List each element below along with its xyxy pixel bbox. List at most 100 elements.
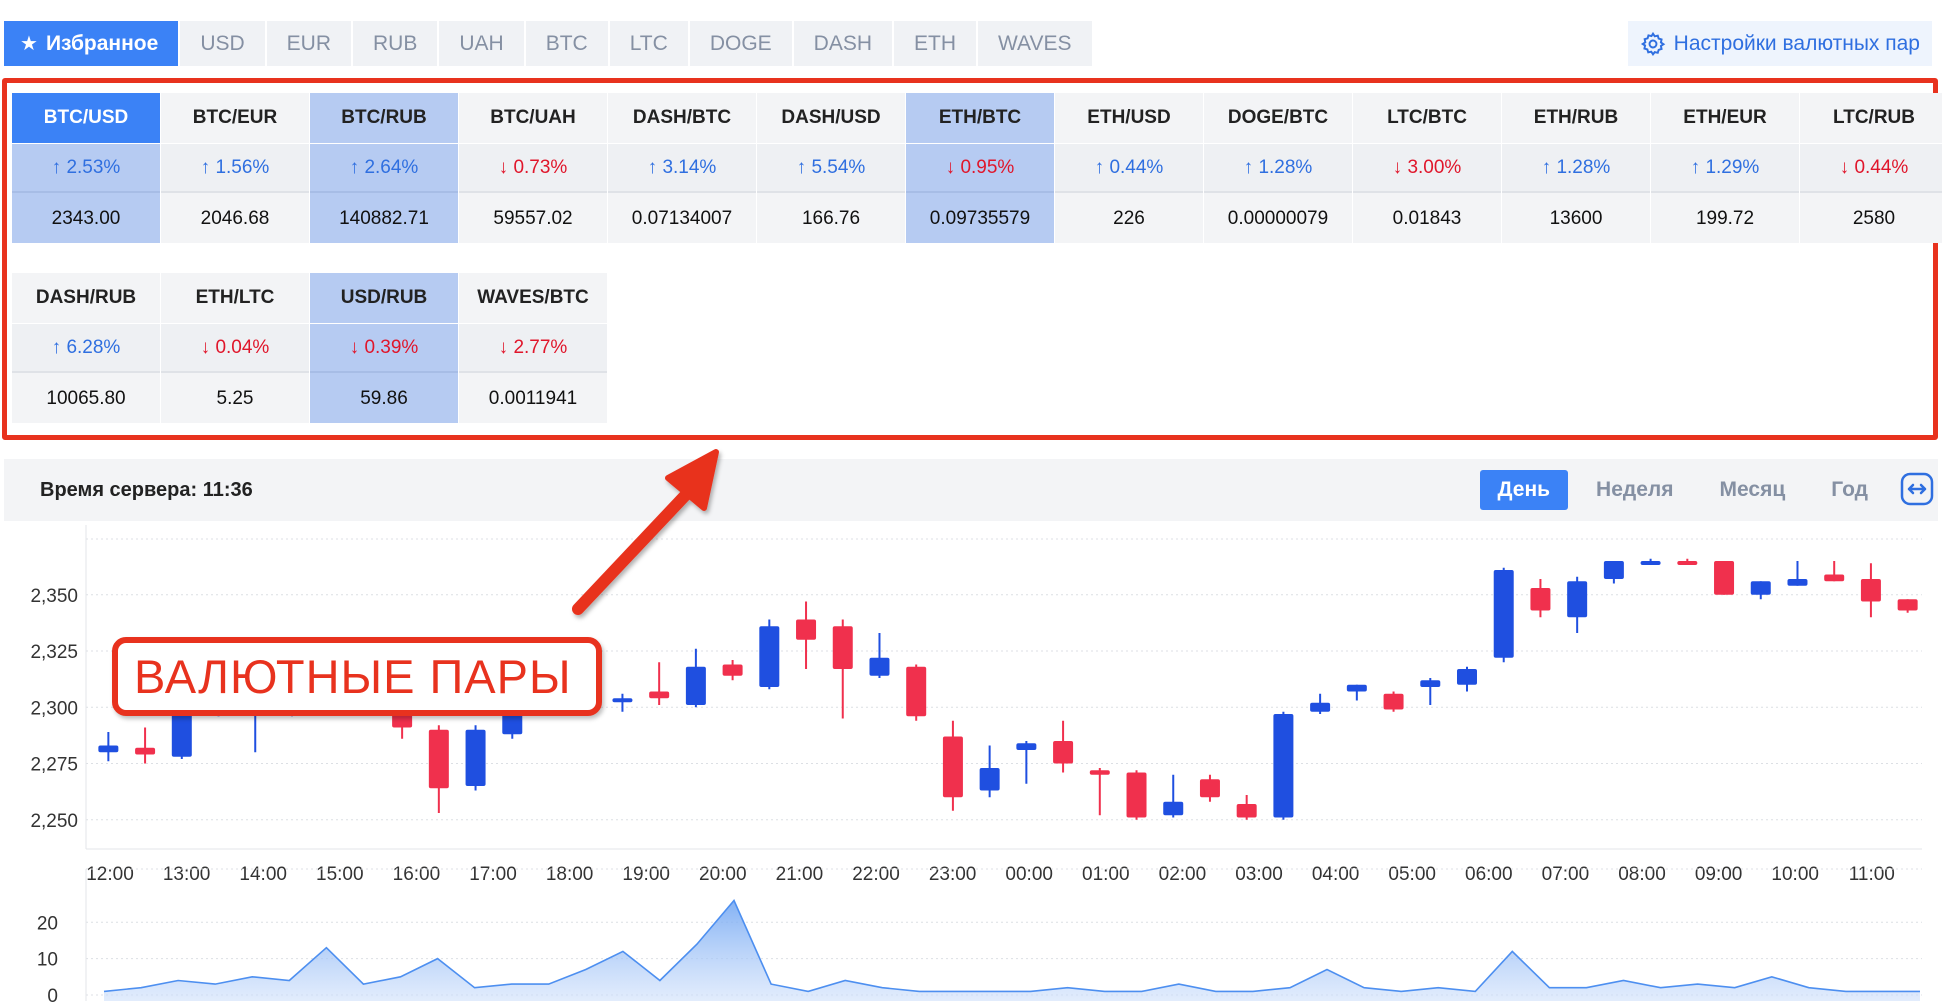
pair-card[interactable]: LTC/RUB ↓ 0.44% 2580 — [1800, 93, 1942, 243]
tab-eth[interactable]: ETH — [894, 21, 979, 66]
server-time: Время сервера: 11:36 — [40, 479, 253, 501]
pair-card[interactable]: BTC/RUB ↑ 2.64% 140882.71 — [310, 93, 458, 243]
period-tabs: День Неделя Месяц Год — [1479, 470, 1886, 510]
pair-price: 0.09735579 — [906, 191, 1054, 243]
period-month[interactable]: Месяц — [1719, 478, 1786, 501]
arrow-down-icon: ↓ — [200, 337, 211, 358]
arrow-up-icon: ↑ — [1243, 157, 1254, 178]
period-year[interactable]: Год — [1831, 478, 1868, 501]
expand-icon[interactable] — [1900, 472, 1934, 506]
y-tick-label: 2,350 — [30, 586, 78, 607]
y-tick-label: 2,275 — [30, 755, 78, 776]
pair-price: 2046.68 — [161, 191, 309, 243]
candle-body — [832, 626, 853, 669]
candle-body — [906, 666, 927, 717]
arrow-up-icon: ↑ — [1541, 157, 1552, 178]
star-icon: ★ — [20, 33, 38, 55]
pair-card[interactable]: DASH/BTC ↑ 3.14% 0.07134007 — [608, 93, 756, 243]
arrow-down-icon: ↓ — [1839, 157, 1850, 178]
candle-body — [1603, 561, 1624, 579]
candle-body — [685, 666, 706, 705]
pair-settings-button[interactable]: Настройки валютных пар — [1627, 21, 1932, 66]
tab-btc[interactable]: BTC — [525, 21, 610, 66]
pair-name: BTC/UAH — [459, 93, 607, 143]
pair-change: ↑ 2.64% — [310, 143, 458, 191]
arrow-down-icon: ↓ — [498, 157, 509, 178]
pair-card[interactable]: BTC/USD ↑ 2.53% 2343.00 — [12, 93, 160, 243]
y-tick-label: 2,325 — [30, 642, 78, 663]
pair-card[interactable]: ETH/USD ↑ 0.44% 226 — [1055, 93, 1203, 243]
pair-card[interactable]: LTC/BTC ↓ 3.00% 0.01843 — [1353, 93, 1501, 243]
pair-change-value: 1.56% — [215, 157, 270, 178]
pair-card[interactable]: ETH/RUB ↑ 1.28% 13600 — [1502, 93, 1650, 243]
pair-name: BTC/RUB — [310, 93, 458, 143]
arrow-up-icon: ↑ — [796, 157, 807, 178]
tab-eur[interactable]: EUR — [266, 21, 353, 66]
pair-name: WAVES/BTC — [459, 273, 607, 323]
currency-pairs-callout: ВАЛЮТНЫЕ ПАРЫ — [112, 637, 602, 716]
tab-uah[interactable]: UAH — [439, 21, 526, 66]
candle-body — [759, 626, 780, 687]
currency-tabs: ★ Избранное USD EUR RUB UAH BTC LTC DOGE … — [4, 21, 1094, 66]
candle-body — [1236, 804, 1257, 818]
period-week[interactable]: Неделя — [1596, 478, 1674, 501]
arrow-up-icon: ↑ — [647, 157, 658, 178]
pair-price: 199.72 — [1651, 191, 1799, 243]
pair-price: 10065.80 — [12, 371, 160, 423]
x-tick-label: 02:00 — [1159, 864, 1207, 885]
candle-body — [796, 619, 817, 640]
arrow-up-icon: ↑ — [349, 157, 360, 178]
currency-pairs-grid: BTC/USD ↑ 2.53% 2343.00 BTC/EUR ↑ 1.56% 2046.… — [12, 93, 1942, 423]
pair-name: DASH/USD — [757, 93, 905, 143]
candle-body — [1089, 770, 1110, 775]
pair-card[interactable]: ETH/LTC ↓ 0.04% 5.25 — [161, 273, 309, 423]
pair-change: ↑ 1.28% — [1204, 143, 1352, 191]
pair-name: USD/RUB — [310, 273, 458, 323]
pair-change: ↑ 1.29% — [1651, 143, 1799, 191]
period-day[interactable]: День — [1479, 470, 1569, 510]
pair-change-value: 3.00% — [1407, 157, 1462, 178]
pair-price: 13600 — [1502, 191, 1650, 243]
pair-change-value: 0.04% — [215, 337, 270, 358]
pair-name: ETH/EUR — [1651, 93, 1799, 143]
pair-name: LTC/RUB — [1800, 93, 1942, 143]
y-tick-label: 2,300 — [30, 698, 78, 719]
volume-tick-label: 20 — [37, 913, 58, 934]
tab-waves[interactable]: WAVES — [978, 21, 1094, 66]
pair-card[interactable]: ETH/BTC ↓ 0.95% 0.09735579 — [906, 93, 1054, 243]
x-tick-label: 01:00 — [1082, 864, 1130, 885]
pair-card[interactable]: BTC/UAH ↓ 0.73% 59557.02 — [459, 93, 607, 243]
candle-body — [98, 745, 119, 753]
candle-body — [1346, 684, 1367, 692]
pair-card[interactable]: USD/RUB ↓ 0.39% 59.86 — [310, 273, 458, 423]
x-tick-label: 16:00 — [393, 864, 441, 885]
gear-icon — [1640, 31, 1665, 56]
pair-change: ↑ 6.28% — [12, 323, 160, 371]
pair-card[interactable]: DASH/USD ↑ 5.54% 166.76 — [757, 93, 905, 243]
pair-price: 226 — [1055, 191, 1203, 243]
tab-favorites[interactable]: ★ Избранное — [4, 21, 181, 66]
pair-card[interactable]: DOGE/BTC ↑ 1.28% 0.00000079 — [1204, 93, 1352, 243]
volume-tick-label: 10 — [37, 950, 58, 971]
tab-favorites-label: Избранное — [45, 32, 159, 55]
pair-price: 5.25 — [161, 371, 309, 423]
tab-rub[interactable]: RUB — [353, 21, 440, 66]
tab-dash[interactable]: DASH — [793, 21, 895, 66]
volume-area — [104, 900, 1920, 1001]
candle-body — [1053, 741, 1074, 764]
x-tick-label: 20:00 — [699, 864, 747, 885]
pair-card[interactable]: WAVES/BTC ↓ 2.77% 0.0011941 — [459, 273, 607, 423]
arrow-up-icon: ↑ — [1690, 157, 1701, 178]
candle-body — [1787, 579, 1808, 586]
pair-card[interactable]: DASH/RUB ↑ 6.28% 10065.80 — [12, 273, 160, 423]
pair-card[interactable]: ETH/EUR ↑ 1.29% 199.72 — [1651, 93, 1799, 243]
tab-usd[interactable]: USD — [180, 21, 267, 66]
tab-ltc[interactable]: LTC — [609, 21, 690, 66]
pair-card[interactable]: BTC/EUR ↑ 1.56% 2046.68 — [161, 93, 309, 243]
x-tick-label: 12:00 — [86, 864, 134, 885]
candle-body — [428, 729, 449, 789]
pair-change-value: 0.44% — [1109, 157, 1164, 178]
x-tick-label: 07:00 — [1542, 864, 1590, 885]
tab-doge[interactable]: DOGE — [689, 21, 794, 66]
pair-change: ↑ 2.53% — [12, 143, 160, 191]
